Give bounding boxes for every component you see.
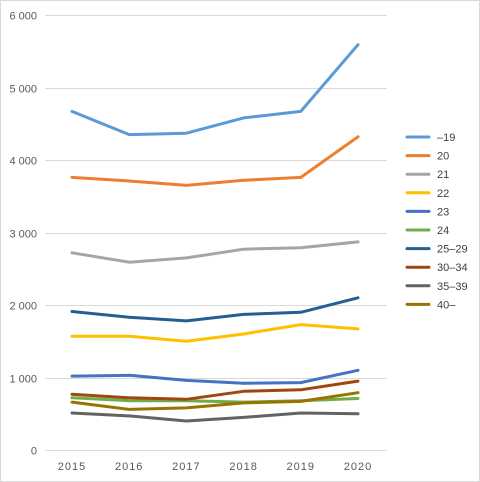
- legend-label: 23: [437, 206, 449, 218]
- legend-label: 30–34: [437, 262, 468, 274]
- y-tick-label: 0: [31, 446, 37, 458]
- series-line: [70, 411, 360, 423]
- x-tick-label: 2015: [58, 461, 86, 473]
- series-line: [70, 391, 360, 411]
- series-lines: [70, 43, 360, 423]
- legend-label: 35–39: [437, 281, 468, 293]
- legend-label: 22: [437, 188, 449, 200]
- x-tick-label: 2017: [172, 461, 200, 473]
- x-axis-tick-labels: 2015 2016 2017 2018 2019 2020: [58, 461, 372, 473]
- series-line: [70, 43, 360, 137]
- legend-label: 40–: [437, 299, 456, 311]
- series-line: [70, 379, 360, 401]
- gridlines: [45, 15, 387, 451]
- legend-label: 21: [437, 169, 449, 181]
- legend-label: –19: [437, 132, 455, 144]
- x-tick-label: 2020: [344, 461, 372, 473]
- legend-item: 30–34: [405, 262, 468, 274]
- legend: –19 20 21 22 23 24 25–29 30–34 35–39 40–: [405, 132, 468, 311]
- legend-item: 21: [405, 169, 449, 181]
- series-line: [70, 368, 360, 385]
- legend-item: 40–: [405, 299, 456, 311]
- legend-item: 22: [405, 188, 449, 200]
- legend-item: 25–29: [405, 244, 468, 256]
- y-tick-label: 2 000: [9, 301, 37, 313]
- legend-label: 25–29: [437, 244, 468, 256]
- legend-item: –19: [405, 132, 455, 144]
- series-line: [70, 240, 360, 264]
- legend-item: 24: [405, 225, 449, 237]
- legend-item: 35–39: [405, 281, 468, 293]
- legend-label: 24: [437, 225, 449, 237]
- y-tick-label: 3 000: [9, 229, 37, 241]
- y-tick-label: 5 000: [9, 84, 37, 96]
- legend-item: 20: [405, 151, 449, 163]
- y-tick-label: 6 000: [9, 11, 37, 23]
- x-tick-label: 2016: [115, 461, 143, 473]
- legend-item: 23: [405, 206, 449, 218]
- series-line: [70, 323, 360, 343]
- legend-label: 20: [437, 151, 449, 163]
- y-axis-tick-labels: 0 1 000 2 000 3 000 4 000 5 000 6 000: [9, 11, 37, 458]
- x-tick-label: 2019: [287, 461, 315, 473]
- y-tick-label: 4 000: [9, 156, 37, 168]
- x-tick-label: 2018: [229, 461, 257, 473]
- series-line: [70, 296, 360, 323]
- series-line: [70, 135, 360, 187]
- y-tick-label: 1 000: [9, 374, 37, 386]
